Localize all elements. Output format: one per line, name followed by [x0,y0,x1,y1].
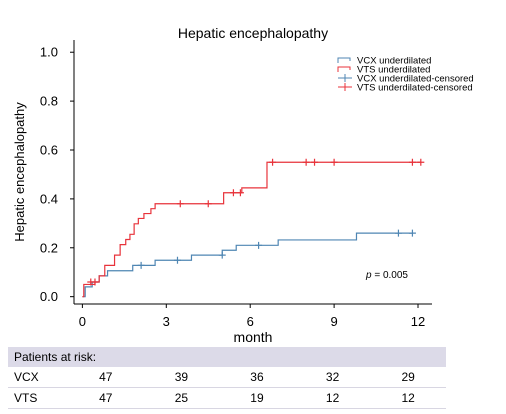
censor-mark [408,229,416,237]
risk-count: 47 [68,387,144,409]
censor-mark [302,158,310,166]
risk-table-header-row: Patients at risk: [8,347,446,367]
legend-label: VCX underdilated [357,56,431,67]
risk-row-vcx: VCX 47 39 36 32 29 [8,367,446,388]
p-value-annotation: p = 0.005 [365,270,408,281]
y-tick-label: 0.2 [40,240,58,255]
x-tick-label: 12 [411,314,425,329]
censor-mark [204,200,212,208]
legend-swatch [338,83,352,91]
censor-mark [176,200,184,208]
risk-table-header: Patients at risk: [8,347,446,367]
censor-mark [236,189,244,197]
censor-mark [255,241,263,249]
p-symbol: p [365,270,372,281]
risk-count: 39 [143,367,220,388]
risk-row-vts: VTS 47 25 19 12 12 [8,387,446,409]
legend-label: VTS underdilated [357,65,430,76]
risk-count: 25 [143,387,220,409]
y-tick-label: 0.0 [40,289,58,304]
censor-mark [137,261,145,269]
risk-count: 12 [294,387,371,409]
legend-label: VTS underdilated-censored [357,83,473,94]
censor-mark [330,158,338,166]
series-line-vts [82,161,421,298]
risk-count: 47 [68,367,144,388]
risk-count: 29 [370,367,446,388]
x-tick-label: 9 [330,314,337,329]
risk-count: 19 [219,387,295,409]
y-tick-label: 0.8 [40,94,58,109]
risk-count: 12 [370,387,446,409]
censor-mark [173,256,181,264]
y-tick-label: 0.4 [40,191,58,206]
p-value: = 0.005 [372,270,409,281]
legend-swatch [338,74,352,82]
censor-mark [229,189,237,197]
censor-mark [311,158,319,166]
y-tick-label: 0.6 [40,143,58,158]
risk-count: 36 [219,367,295,388]
x-tick-label: 6 [247,314,254,329]
y-tick-label: 1.0 [40,45,58,60]
censor-mark [408,158,416,166]
censor-mark [91,278,99,286]
legend-label: VCX underdilated-censored [357,74,474,85]
x-tick-label: 0 [79,314,86,329]
chart-title: Hepatic encephalopathy [178,25,328,41]
x-axis-label: month [234,329,273,345]
risk-group-label: VCX [8,367,68,388]
series-line-vcx [82,232,413,298]
km-chart: Hepatic encephalopathy 0.0 0.2 0.4 0.6 0.8 1.0… [12,25,474,345]
y-axis-label: Hepatic encephalopathy [12,102,27,242]
risk-group-label: VTS [8,387,68,409]
censor-mark [269,158,277,166]
risk-count: 32 [294,367,371,388]
censor-mark [394,229,402,237]
censor-mark [417,158,425,166]
censor-mark [218,251,226,259]
legend-swatch [337,57,351,63]
legend-swatch [337,66,351,72]
risk-table: Patients at risk: VCX 47 39 36 32 29 VTS… [8,347,446,409]
x-tick-label: 3 [163,314,170,329]
